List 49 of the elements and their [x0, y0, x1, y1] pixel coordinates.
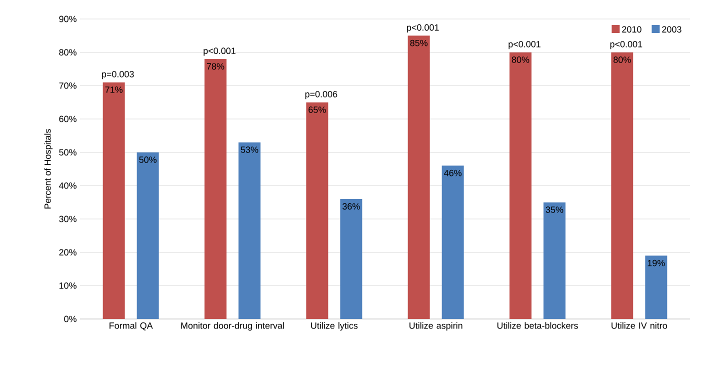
- data-label: 36%: [342, 203, 360, 210]
- bar: [204, 58, 227, 319]
- data-label: 46%: [444, 170, 462, 176]
- x-tick-label: Monitor door-drug interval: [181, 322, 284, 331]
- y-axis-title: Percent of Hospitals: [44, 129, 53, 209]
- y-tick-label: 50%: [59, 149, 76, 156]
- data-label: 19%: [648, 260, 665, 266]
- bar: [543, 202, 566, 319]
- y-tick-label: 40%: [59, 182, 76, 189]
- x-tick-label: Formal QA: [110, 322, 153, 330]
- annotation: p<0.001: [508, 40, 540, 50]
- bar: [645, 256, 668, 319]
- legend-label: 2003: [662, 26, 682, 33]
- y-tick-label: 0%: [64, 316, 76, 322]
- y-tick-label: 90%: [59, 16, 76, 22]
- data-label: 80%: [614, 56, 631, 63]
- x-tick-label: Utilize IV nitro: [612, 322, 668, 329]
- y-tick-label: 10%: [59, 282, 76, 289]
- annotation: p=0.003: [102, 70, 134, 80]
- x-tick-label: Utilize lytics: [311, 322, 358, 331]
- data-label: 71%: [105, 86, 123, 93]
- y-tick-label: 20%: [59, 249, 76, 256]
- annotation: p<0.001: [407, 24, 439, 32]
- annotation: p<0.001: [610, 40, 642, 50]
- data-label: 53%: [240, 146, 258, 153]
- x-tick-label: Utilize aspirin: [410, 322, 462, 331]
- bar: [306, 102, 328, 319]
- data-label: 35%: [546, 206, 564, 213]
- bar: [340, 198, 362, 319]
- bar: [136, 152, 159, 319]
- y-tick-label: 70%: [59, 82, 76, 89]
- y-tick-label: 80%: [59, 49, 76, 56]
- bar: [408, 36, 430, 319]
- bar: [510, 52, 532, 319]
- bar: [611, 52, 634, 319]
- data-label: 78%: [206, 63, 224, 70]
- annotation: p=0.006: [305, 90, 338, 100]
- x-tick-label: Utilize beta-blockers: [497, 322, 578, 329]
- y-tick-label: 60%: [59, 116, 76, 122]
- bar: [102, 82, 125, 319]
- y-tick-label: 30%: [59, 216, 76, 222]
- data-label: 65%: [308, 106, 326, 113]
- data-label: 80%: [512, 56, 530, 63]
- data-label: 85%: [410, 40, 428, 46]
- data-label: 50%: [139, 156, 157, 163]
- bar: [238, 142, 261, 319]
- annotation: p<0.001: [204, 48, 236, 56]
- bar: [442, 166, 464, 319]
- legend-label: 2010: [622, 26, 642, 33]
